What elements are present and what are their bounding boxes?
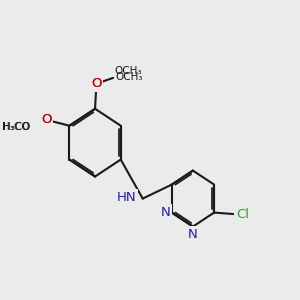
Text: H₃CO: H₃CO: [2, 122, 30, 132]
Text: HN: HN: [117, 190, 136, 204]
Text: OCH₃: OCH₃: [114, 66, 142, 76]
Text: H₃CO: H₃CO: [2, 122, 29, 132]
Text: Cl: Cl: [236, 208, 249, 220]
Text: O: O: [41, 113, 52, 126]
Text: O: O: [41, 113, 52, 126]
Text: O: O: [41, 113, 52, 126]
Text: N: N: [161, 206, 170, 219]
Text: N: N: [188, 228, 198, 241]
Text: O: O: [91, 77, 102, 90]
Text: OCH₃: OCH₃: [115, 72, 143, 82]
Text: N: N: [161, 206, 170, 219]
Text: O: O: [91, 77, 102, 90]
Text: N: N: [188, 228, 198, 241]
Text: O: O: [41, 113, 52, 126]
Text: HN: HN: [117, 190, 136, 204]
Text: Cl: Cl: [236, 208, 249, 220]
Text: O: O: [91, 77, 102, 90]
Text: O: O: [91, 77, 102, 90]
